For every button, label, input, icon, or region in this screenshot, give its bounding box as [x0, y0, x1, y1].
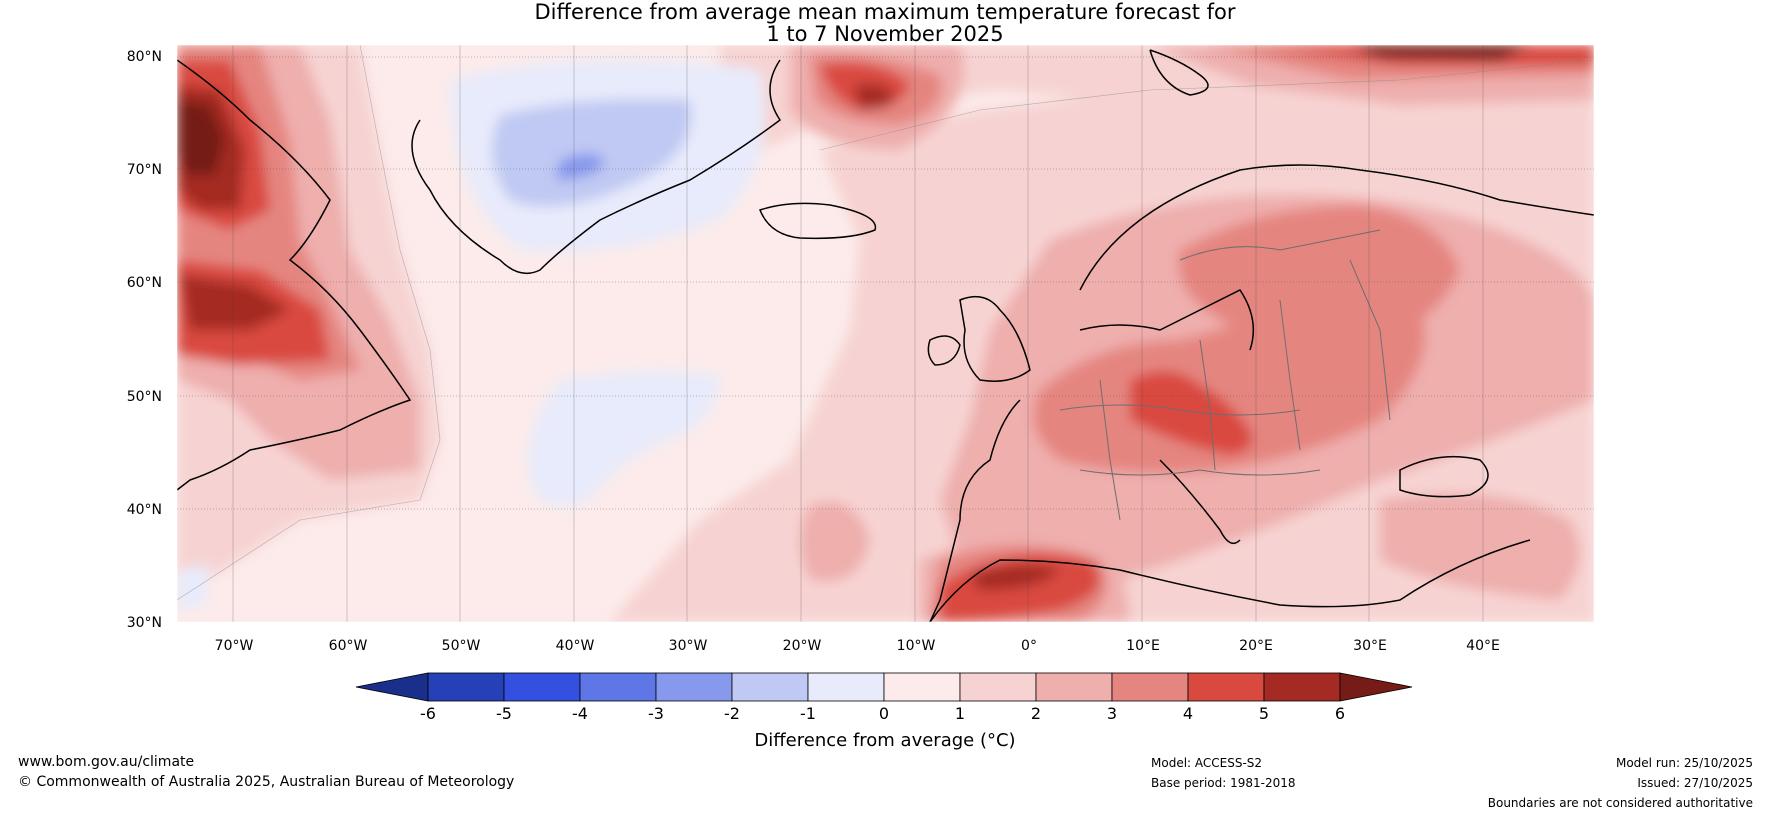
disclaimer-text: Boundaries are not considered authoritat… [1487, 796, 1753, 810]
europe-west-coast [929, 399, 1021, 622]
website-link[interactable]: www.bom.gov.au/climate [18, 754, 195, 770]
temperature-anomaly-field [177, 45, 1594, 622]
anomaly-5-6-morocco [970, 565, 1060, 590]
iceland-coast [759, 202, 877, 240]
canada-coast [177, 59, 412, 491]
coastlines [177, 49, 1594, 622]
model-text: Model: ACCESS-S2 [1151, 756, 1263, 770]
anomaly-2-3-mideast [1380, 493, 1580, 600]
lat-label: 40°N [127, 502, 162, 518]
lon-label: 10°E [1126, 638, 1160, 654]
map-frame [176, 44, 1595, 623]
colorbar-over-arrow [1339, 672, 1413, 702]
north-africa-coast [929, 539, 1531, 622]
colorbar-segment [427, 672, 505, 702]
base-period-text: Base period: 1981-2018 [1151, 776, 1296, 790]
colorbar-segment [1035, 672, 1113, 702]
lon-label: 30°E [1353, 638, 1387, 654]
lat-label: 60°N [127, 275, 162, 291]
ireland-coast [927, 335, 961, 366]
anomaly-4-5-morocco [940, 553, 1100, 622]
lat-label: 70°N [127, 162, 162, 178]
anomaly-over-6-canada [177, 100, 225, 175]
lon-axis: 70°W 60°W 50°W 40°W 30°W 20°W 10°W 0° 10… [215, 638, 1500, 654]
anomaly-neg-3-2 [555, 153, 605, 180]
italy-coast [1159, 459, 1241, 545]
colorbar-segment [655, 672, 733, 702]
colorbar-tick-label: 4 [1183, 704, 1193, 723]
lon-label: 20°W [783, 638, 822, 654]
colorbar-label: Difference from average (°C) [754, 730, 1016, 751]
lat-label: 30°N [127, 615, 162, 631]
lon-label: 0° [1021, 638, 1037, 654]
lon-label: 10°W [897, 638, 936, 654]
colorbar-tick-label: -6 [420, 704, 436, 723]
lat-axis: 80°N 70°N 60°N 50°N 40°N 30°N [127, 49, 162, 631]
anomaly-4-5-alps [1130, 371, 1253, 455]
country-borders [1059, 229, 1391, 521]
colorbar-segment [731, 672, 809, 702]
lon-label: 40°W [556, 638, 595, 654]
britain-coast [959, 295, 1031, 382]
lat-label: 80°N [127, 49, 162, 65]
lat-label: 50°N [127, 389, 162, 405]
lon-label: 60°W [329, 638, 368, 654]
colorbar-tick-label: 5 [1259, 704, 1269, 723]
greenland-coast [411, 59, 782, 275]
colorbar-tick-label: -2 [724, 704, 740, 723]
colorbar-segment [883, 672, 961, 702]
lon-label: 30°W [669, 638, 708, 654]
colorbar: -6 -5 -4 -3 -2 -1 0 1 2 3 4 5 6 [355, 672, 1413, 723]
lon-label: 20°E [1239, 638, 1273, 654]
lon-gridlines [232, 45, 1484, 622]
contour-lines [177, 45, 1594, 601]
baltic-coast [1079, 289, 1255, 351]
map-title-line-2: 1 to 7 November 2025 [766, 22, 1004, 46]
anomaly-5-6-canada-south [180, 275, 290, 330]
colorbar-tick-label: 0 [879, 704, 889, 723]
anomaly-neg-southwest [177, 565, 210, 610]
lon-label: 50°W [442, 638, 481, 654]
colorbar-segment [579, 672, 657, 702]
lat-gridlines [177, 56, 1594, 510]
colorbar-under-arrow [355, 672, 429, 702]
colorbar-segment [503, 672, 581, 702]
black-sea-coast [1399, 455, 1489, 498]
map-title-line-1: Difference from average mean maximum tem… [534, 0, 1236, 24]
colorbar-tick-label: -5 [496, 704, 512, 723]
lon-label: 70°W [215, 638, 254, 654]
anomaly-2-3-atlantic-spot [800, 501, 870, 582]
colorbar-segment [1187, 672, 1265, 702]
anomaly-5-6-greenland-east [855, 84, 895, 109]
svalbard-coast [1149, 49, 1209, 96]
colorbar-segment [807, 672, 885, 702]
colorbar-segment [959, 672, 1037, 702]
model-run-text: Model run: 25/10/2025 [1615, 756, 1753, 770]
colorbar-tick-label: -4 [572, 704, 588, 723]
lon-label: 40°E [1466, 638, 1500, 654]
colorbar-tick-label: 3 [1107, 704, 1117, 723]
issued-text: Issued: 27/10/2025 [1637, 776, 1753, 790]
colorbar-segment [1111, 672, 1189, 702]
colorbar-tick-label: 6 [1335, 704, 1345, 723]
norway-coast [1079, 164, 1594, 291]
copyright-text: © Commonwealth of Australia 2025, Austra… [18, 774, 515, 790]
anomaly-over-6-arctic [1350, 45, 1530, 60]
colorbar-tick-label: 1 [955, 704, 965, 723]
colorbar-tick-label: -3 [648, 704, 664, 723]
colorbar-tick-label: -1 [800, 704, 816, 723]
anomaly-neg-2-1 [492, 99, 692, 207]
colorbar-segment [1263, 672, 1341, 702]
colorbar-tick-label: 2 [1031, 704, 1041, 723]
anomaly-neg-midatlantic [528, 371, 720, 507]
